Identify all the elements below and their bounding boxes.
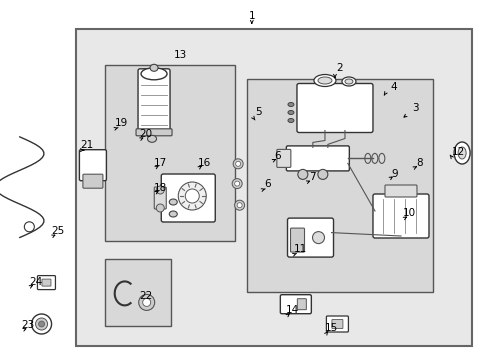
FancyBboxPatch shape bbox=[372, 194, 428, 238]
FancyBboxPatch shape bbox=[136, 129, 172, 136]
Text: 10: 10 bbox=[403, 208, 415, 218]
Ellipse shape bbox=[169, 199, 177, 205]
Text: 17: 17 bbox=[153, 158, 167, 168]
Circle shape bbox=[233, 159, 243, 169]
Circle shape bbox=[32, 314, 51, 334]
Text: 14: 14 bbox=[285, 305, 299, 315]
Circle shape bbox=[36, 318, 47, 330]
FancyBboxPatch shape bbox=[42, 279, 51, 286]
FancyBboxPatch shape bbox=[154, 187, 166, 209]
Circle shape bbox=[234, 200, 244, 210]
Ellipse shape bbox=[141, 68, 167, 80]
FancyBboxPatch shape bbox=[296, 84, 372, 132]
Bar bbox=[105, 259, 171, 326]
Circle shape bbox=[139, 294, 154, 310]
Text: 6: 6 bbox=[274, 150, 281, 161]
Circle shape bbox=[232, 179, 242, 189]
Circle shape bbox=[234, 181, 239, 186]
Ellipse shape bbox=[287, 111, 293, 114]
FancyBboxPatch shape bbox=[384, 185, 416, 197]
Circle shape bbox=[235, 161, 240, 166]
Text: 18: 18 bbox=[153, 183, 167, 193]
Circle shape bbox=[237, 203, 242, 208]
Ellipse shape bbox=[341, 77, 355, 86]
Ellipse shape bbox=[150, 64, 158, 71]
Circle shape bbox=[317, 170, 327, 179]
Circle shape bbox=[178, 182, 206, 210]
Circle shape bbox=[312, 231, 324, 244]
Circle shape bbox=[142, 298, 150, 306]
Text: 5: 5 bbox=[254, 107, 261, 117]
Text: 9: 9 bbox=[391, 168, 398, 179]
Text: 16: 16 bbox=[197, 158, 211, 168]
Text: 21: 21 bbox=[80, 140, 94, 150]
FancyBboxPatch shape bbox=[138, 69, 170, 133]
Text: 22: 22 bbox=[139, 291, 152, 301]
FancyBboxPatch shape bbox=[326, 316, 347, 332]
FancyBboxPatch shape bbox=[276, 149, 290, 167]
Ellipse shape bbox=[313, 75, 335, 86]
FancyBboxPatch shape bbox=[38, 276, 55, 289]
Bar bbox=[76, 29, 471, 346]
Text: 4: 4 bbox=[389, 82, 396, 92]
Text: 8: 8 bbox=[415, 158, 422, 168]
Ellipse shape bbox=[147, 135, 156, 142]
Text: 11: 11 bbox=[293, 244, 306, 254]
FancyBboxPatch shape bbox=[79, 150, 106, 181]
Text: 3: 3 bbox=[411, 103, 418, 113]
Circle shape bbox=[156, 204, 164, 212]
Circle shape bbox=[39, 321, 44, 327]
Text: 12: 12 bbox=[451, 147, 465, 157]
Circle shape bbox=[156, 186, 164, 194]
Text: 2: 2 bbox=[336, 63, 343, 73]
Ellipse shape bbox=[457, 147, 465, 159]
Ellipse shape bbox=[344, 79, 352, 84]
Circle shape bbox=[185, 189, 199, 203]
Text: 24: 24 bbox=[29, 276, 42, 287]
FancyBboxPatch shape bbox=[280, 295, 311, 314]
Text: 15: 15 bbox=[324, 323, 338, 333]
Ellipse shape bbox=[453, 142, 469, 164]
Bar bbox=[246, 79, 432, 292]
Ellipse shape bbox=[317, 77, 331, 84]
FancyBboxPatch shape bbox=[83, 174, 102, 188]
Text: 7: 7 bbox=[308, 172, 315, 182]
Ellipse shape bbox=[287, 103, 293, 107]
Text: 20: 20 bbox=[139, 129, 152, 139]
Ellipse shape bbox=[169, 211, 177, 217]
Text: 25: 25 bbox=[51, 226, 64, 236]
Text: 1: 1 bbox=[248, 11, 255, 21]
FancyBboxPatch shape bbox=[290, 228, 304, 252]
Ellipse shape bbox=[287, 118, 293, 122]
FancyBboxPatch shape bbox=[297, 299, 305, 310]
Text: 19: 19 bbox=[114, 118, 128, 128]
FancyBboxPatch shape bbox=[331, 320, 342, 328]
FancyBboxPatch shape bbox=[161, 174, 215, 222]
FancyBboxPatch shape bbox=[286, 146, 348, 171]
Text: 6: 6 bbox=[264, 179, 271, 189]
Text: 23: 23 bbox=[21, 320, 35, 330]
FancyBboxPatch shape bbox=[287, 218, 333, 257]
Circle shape bbox=[24, 222, 34, 232]
Bar bbox=[105, 65, 234, 241]
Circle shape bbox=[297, 170, 307, 179]
Text: 13: 13 bbox=[173, 50, 186, 60]
